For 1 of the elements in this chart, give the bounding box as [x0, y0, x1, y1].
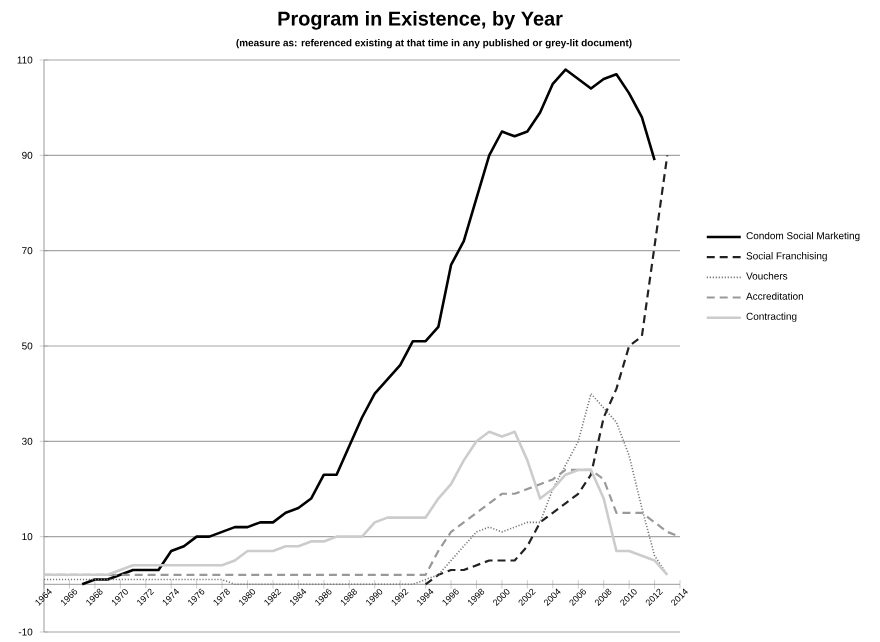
- chart-title: Program in Existence, by Year: [278, 10, 563, 30]
